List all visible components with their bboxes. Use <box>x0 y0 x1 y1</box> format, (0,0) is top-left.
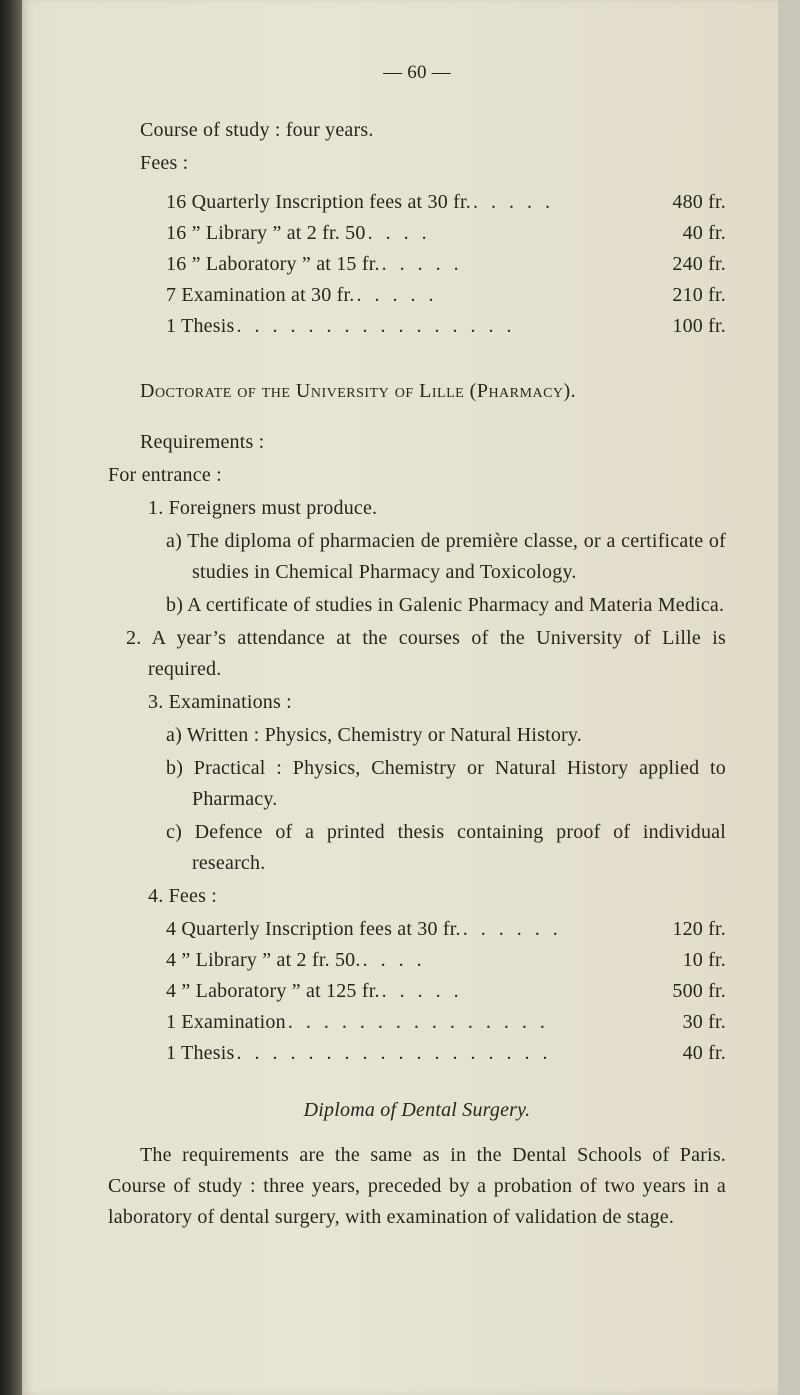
leader-dots: . . . . <box>361 945 634 976</box>
fees-block-2: 4 Quarterly Inscription fees at 30 fr. .… <box>166 914 726 1069</box>
leader-dots: . . . . <box>366 218 634 249</box>
fee-row: 1 Thesis . . . . . . . . . . . . . . . .… <box>166 311 726 342</box>
fee-amount: 120 fr. <box>634 914 726 945</box>
list-item-3b: b) Practical : Physics, Chemistry or Nat… <box>166 753 726 815</box>
fee-amount: 40 fr. <box>634 218 726 249</box>
fees-block-1: 16 Quarterly Inscription fees at 30 fr. … <box>166 187 726 342</box>
list-item-1: 1. Foreigners must produce. <box>148 493 726 524</box>
leader-dots: . . . . . <box>354 280 634 311</box>
list-item-3: 3. Examinations : <box>148 687 726 718</box>
closing-paragraph: The requirements are the same as in the … <box>108 1140 726 1233</box>
fee-row: 1 Thesis . . . . . . . . . . . . . . . .… <box>166 1038 726 1069</box>
fee-row: 16 ” Library ” at 2 fr. 50 . . . . 40 fr… <box>166 218 726 249</box>
leader-dots: . . . . . . . . . . . . . . . <box>286 1007 634 1038</box>
list-item-3c: c) Defence of a printed thesis containin… <box>166 817 726 879</box>
fee-label: 7 Examination at 30 fr. <box>166 280 354 311</box>
course-line: Course of study : four years. <box>108 115 726 146</box>
list-item-3a: a) Written : Physics, Chemistry or Natur… <box>166 720 726 751</box>
leader-dots: . . . . . . . . . . . . . . . . <box>234 311 634 342</box>
list-item-1b: b) A certificate of studies in Galenic P… <box>166 590 726 621</box>
list-item-4: 4. Fees : <box>148 881 726 912</box>
fee-label: 4 ” Laboratory ” at 125 fr. <box>166 976 380 1007</box>
fee-row: 16 Quarterly Inscription fees at 30 fr. … <box>166 187 726 218</box>
fee-label: 1 Examination <box>166 1007 286 1038</box>
for-entrance: For entrance : <box>108 460 726 491</box>
fee-label: 16 ” Library ” at 2 fr. 50 <box>166 218 366 249</box>
list-item-2: 2. A year’s attendance at the courses of… <box>148 623 726 685</box>
leader-dots: . . . . . <box>471 187 634 218</box>
scan-gutter <box>0 0 22 1395</box>
fee-row: 16 ” Laboratory ” at 15 fr. . . . . . 24… <box>166 249 726 280</box>
list-item-1a: a) The diploma of pharmacien de première… <box>166 526 726 588</box>
fee-amount: 500 fr. <box>634 976 726 1007</box>
fee-amount: 240 fr. <box>634 249 726 280</box>
fee-row: 4 ” Library ” at 2 fr. 50. . . . . 10 fr… <box>166 945 726 976</box>
document-page: — 60 — Course of study : four years. Fee… <box>22 0 778 1395</box>
leader-dots: . . . . . <box>380 976 634 1007</box>
page-number: — 60 — <box>108 58 726 87</box>
fee-amount: 100 fr. <box>634 311 726 342</box>
fee-amount: 210 fr. <box>634 280 726 311</box>
leader-dots: . . . . . . . . . . . . . . . . . . <box>234 1038 634 1069</box>
leader-dots: . . . . . . <box>461 914 634 945</box>
fee-amount: 10 fr. <box>634 945 726 976</box>
fee-label: 16 ” Laboratory ” at 15 fr. <box>166 249 380 280</box>
fee-label: 4 Quarterly Inscription fees at 30 fr. <box>166 914 461 945</box>
fee-amount: 30 fr. <box>634 1007 726 1038</box>
fee-label: 4 ” Library ” at 2 fr. 50. <box>166 945 361 976</box>
doctorate-heading: Doctorate of the University of Lille (Ph… <box>108 376 726 407</box>
leader-dots: . . . . . <box>380 249 634 280</box>
fee-label: 1 Thesis <box>166 1038 234 1069</box>
diploma-title: Diploma of Dental Surgery. <box>108 1095 726 1126</box>
fee-row: 1 Examination . . . . . . . . . . . . . … <box>166 1007 726 1038</box>
fee-row: 4 ” Laboratory ” at 125 fr. . . . . . 50… <box>166 976 726 1007</box>
fee-amount: 480 fr. <box>634 187 726 218</box>
fee-label: 1 Thesis <box>166 311 234 342</box>
fee-row: 7 Examination at 30 fr. . . . . . 210 fr… <box>166 280 726 311</box>
fee-amount: 40 fr. <box>634 1038 726 1069</box>
fee-row: 4 Quarterly Inscription fees at 30 fr. .… <box>166 914 726 945</box>
fee-label: 16 Quarterly Inscription fees at 30 fr. <box>166 187 471 218</box>
requirements-label: Requirements : <box>108 427 726 458</box>
fees-label: Fees : <box>108 148 726 179</box>
